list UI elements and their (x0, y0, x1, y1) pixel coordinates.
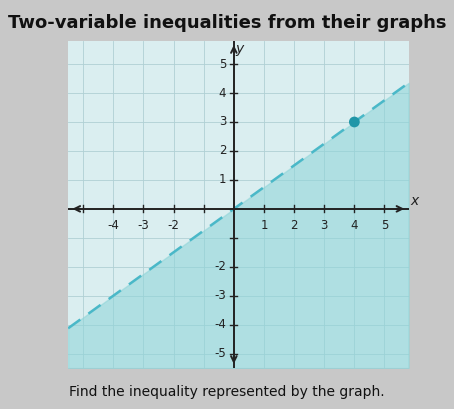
Text: 4: 4 (219, 87, 226, 99)
Text: -2: -2 (168, 219, 179, 232)
Text: 3: 3 (321, 219, 328, 232)
Text: -4: -4 (107, 219, 119, 232)
Text: 2: 2 (291, 219, 298, 232)
Text: 2: 2 (219, 144, 226, 157)
Text: -4: -4 (214, 318, 226, 331)
Text: y: y (235, 43, 243, 56)
Text: 3: 3 (219, 115, 226, 128)
Text: 5: 5 (381, 219, 388, 232)
Text: 5: 5 (219, 58, 226, 71)
Point (351, 119, 358, 125)
Text: -2: -2 (214, 260, 226, 273)
Text: -5: -5 (215, 347, 226, 360)
Text: Find the inequality represented by the graph.: Find the inequality represented by the g… (69, 385, 385, 399)
Text: 4: 4 (350, 219, 358, 232)
Text: -3: -3 (215, 289, 226, 302)
Text: Two-variable inequalities from their graphs: Two-variable inequalities from their gra… (8, 14, 446, 32)
Text: x: x (410, 194, 418, 208)
Text: 1: 1 (219, 173, 226, 187)
Text: -3: -3 (138, 219, 149, 232)
Text: 1: 1 (260, 219, 268, 232)
